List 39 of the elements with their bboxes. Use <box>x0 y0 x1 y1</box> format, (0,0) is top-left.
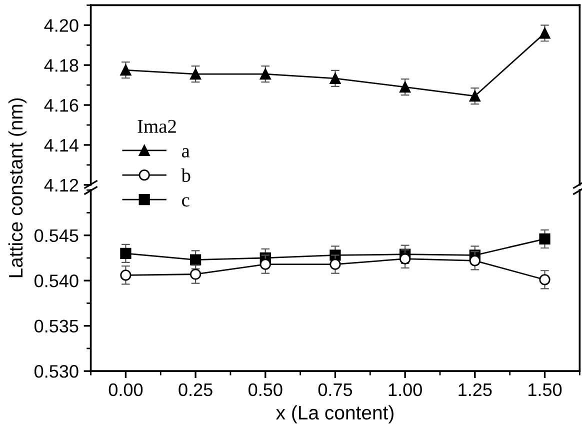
y-tick-label: 0.540 <box>34 274 78 288</box>
point <box>120 248 132 259</box>
x-tick-label: 1.00 <box>388 383 422 396</box>
x-tick-label: 0.75 <box>318 383 352 396</box>
x-tick-label: 0.25 <box>178 383 212 396</box>
point <box>539 274 550 286</box>
point <box>539 28 550 39</box>
point <box>190 268 202 280</box>
x-tick-label: 0.00 <box>108 383 143 396</box>
point <box>120 64 132 76</box>
x-axis-title: x (La content) <box>276 405 394 424</box>
point <box>469 255 480 266</box>
x-tick-label: 0.50 <box>248 383 282 396</box>
y-axis-title: Lattice constant (nm) <box>8 98 27 278</box>
y-tick-label: 4.18 <box>44 59 78 72</box>
point <box>330 258 341 270</box>
point <box>190 254 202 266</box>
point <box>190 68 202 80</box>
x-tick-label: 1.50 <box>528 383 562 396</box>
legend-label: b <box>181 168 190 182</box>
point <box>400 253 411 264</box>
point <box>260 68 271 80</box>
y-tick-label: 0.545 <box>34 229 78 242</box>
point <box>400 81 411 93</box>
y-tick-label: 4.16 <box>44 98 78 112</box>
point <box>260 258 271 270</box>
point <box>330 72 341 84</box>
legend-title: Ima2 <box>138 120 176 133</box>
y-tick-label: 4.14 <box>44 139 78 152</box>
point <box>120 270 132 281</box>
y-tick-label: 0.530 <box>34 365 78 378</box>
y-tick-label: 0.535 <box>34 320 78 333</box>
y-tick-label: 4.20 <box>44 19 78 32</box>
point <box>469 90 480 102</box>
x-tick-label: 1.25 <box>458 383 492 396</box>
point <box>539 233 550 245</box>
legend-label: a <box>182 148 190 158</box>
legend-label: c <box>182 197 190 207</box>
y-tick-label: 4.12 <box>44 178 78 192</box>
